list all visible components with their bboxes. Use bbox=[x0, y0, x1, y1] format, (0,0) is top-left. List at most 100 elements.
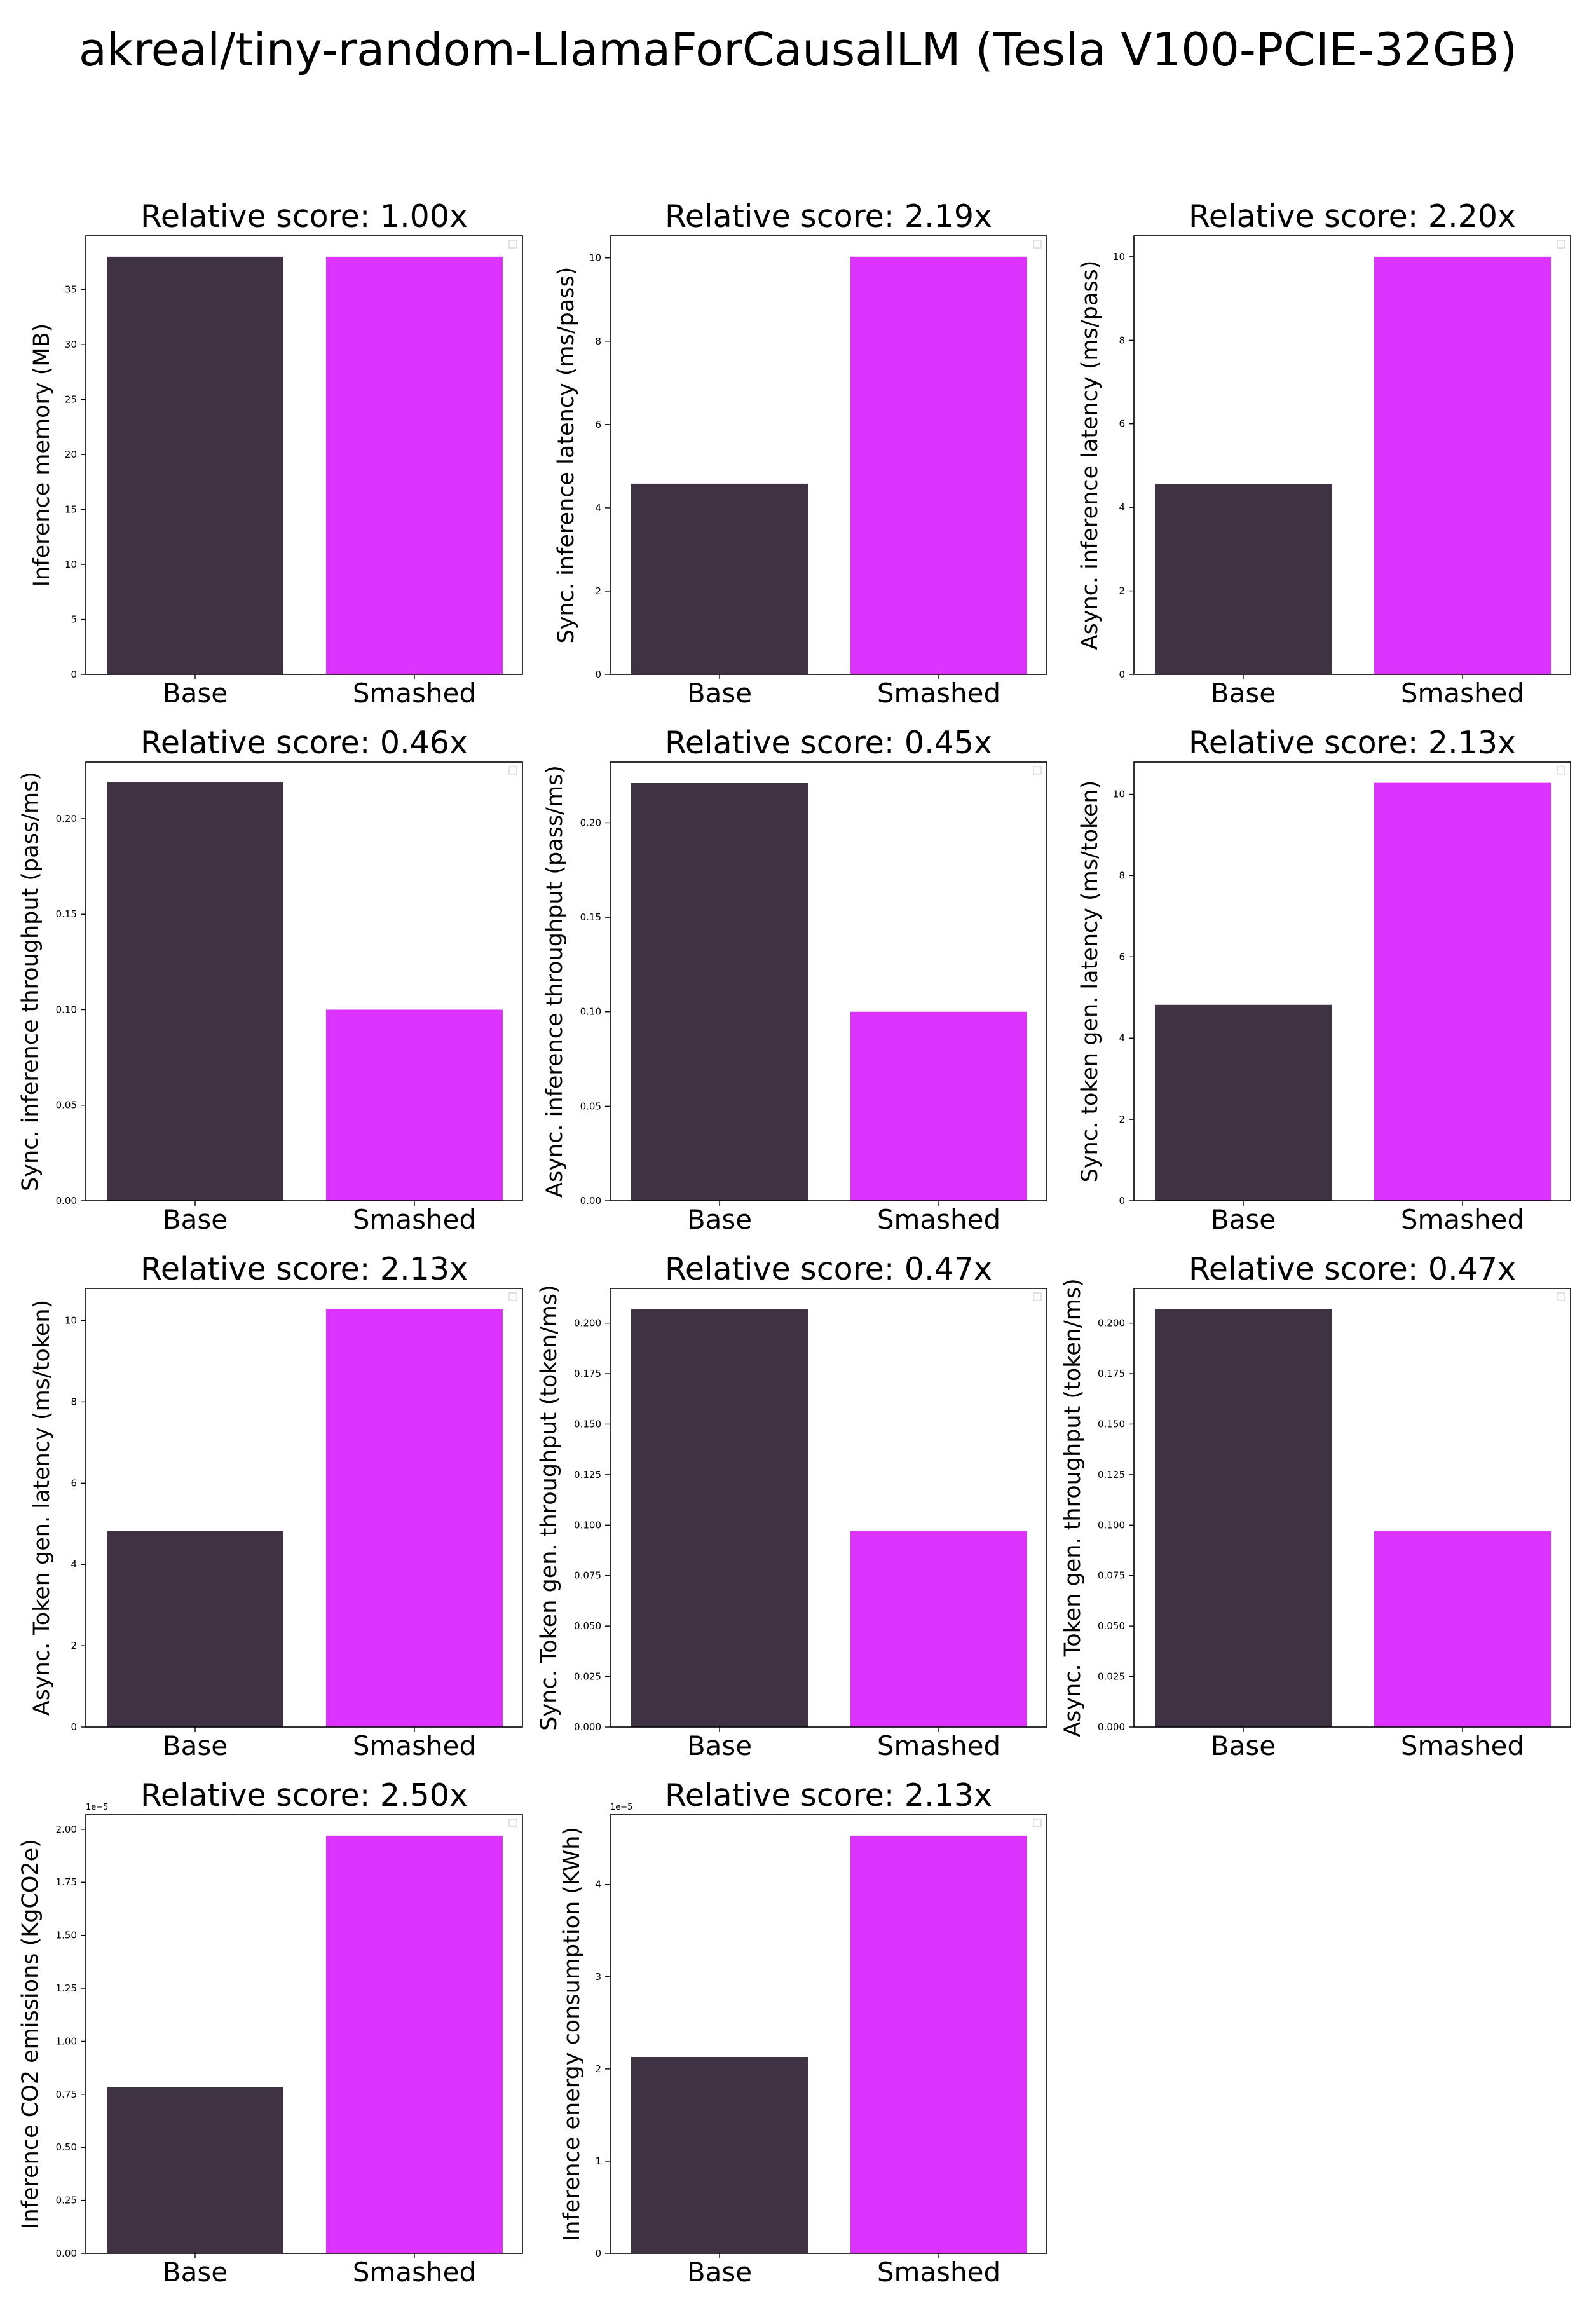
y-tick-label: 10 bbox=[65, 559, 77, 570]
y-offset-label: 1e−5 bbox=[610, 1803, 632, 1812]
chart-panel: 0.000 0.025 0.050 0.075 0.100 0.125 0.150 0.175… bbox=[531, 1244, 1047, 1765]
x-tick-label: Smashed bbox=[877, 2257, 1000, 2288]
axes-frame bbox=[1133, 1288, 1571, 1728]
x-tick-label: Smashed bbox=[877, 1204, 1000, 1235]
x-tick-label: Smashed bbox=[353, 1204, 476, 1235]
plot-area: 0.00 0.25 0.50 0.75 1.00 1.25 1.50 1.75 2.00 Base… bbox=[18, 1777, 523, 2288]
y-tick-label: 25 bbox=[65, 394, 77, 406]
x-tick-label: Smashed bbox=[353, 1730, 476, 1761]
chart-panel: 0.00 0.25 0.50 0.75 1.00 1.25 1.50 1.75 2.00 Base… bbox=[6, 1770, 523, 2291]
x-tick-label: Smashed bbox=[1401, 678, 1524, 709]
plot-area: 0 2 4 6 8 10 Base Smashed Relative score: 2.20x A… bbox=[1077, 198, 1571, 709]
plot-area: 0.00 0.05 0.10 0.15 0.20 Base Smashed Relative … bbox=[542, 725, 1047, 1235]
bar-smashed bbox=[1374, 1531, 1551, 1727]
y-tick-label: 6 bbox=[595, 419, 601, 430]
x-tick-label: Base bbox=[687, 1730, 752, 1761]
y-tick-label: 2 bbox=[595, 2063, 601, 2075]
y-tick-label: 0.15 bbox=[56, 908, 77, 920]
bar-smashed bbox=[850, 256, 1027, 674]
chart-title: Relative score: 2.13x bbox=[1189, 725, 1516, 761]
y-axis-label: Async. inference latency (ms/pass) bbox=[1077, 261, 1103, 650]
x-tick-label: Smashed bbox=[1401, 1730, 1524, 1761]
chart-panel: 0 2 4 6 8 10 Base Smashed Relative score: 2.20x A… bbox=[1054, 191, 1571, 713]
y-tick-label: 8 bbox=[1119, 334, 1125, 346]
x-tick-label: Smashed bbox=[353, 678, 476, 709]
y-tick-label: 0.100 bbox=[574, 1519, 601, 1531]
y-tick-label: 1.00 bbox=[56, 2035, 77, 2047]
x-tick-label: Base bbox=[1211, 678, 1276, 709]
chart-panel: 0.000 0.025 0.050 0.075 0.100 0.125 0.150 0.175… bbox=[1054, 1244, 1571, 1765]
axes-frame bbox=[85, 1288, 523, 1728]
y-tick-label: 1.50 bbox=[56, 1930, 77, 1941]
y-tick-label: 0.15 bbox=[580, 912, 601, 923]
y-axis-label: Sync. token gen. latency (ms/token) bbox=[1077, 781, 1103, 1183]
y-axis-label: Async. inference throughput (pass/ms) bbox=[542, 765, 568, 1198]
y-tick-label: 6 bbox=[1119, 418, 1125, 430]
plot-area: 0 5 10 15 20 25 30 35 Base Smashed Relative score:… bbox=[29, 198, 523, 709]
chart-panel: 0 2 4 6 8 10 Base Smashed Relative score: 2.19x S… bbox=[531, 191, 1047, 713]
plot-area: 0.00 0.05 0.10 0.15 0.20 Base Smashed Relative … bbox=[18, 725, 523, 1235]
bar-chart: 0.00 0.05 0.10 0.15 0.20 Base Smashed Relative … bbox=[542, 725, 1047, 1235]
bar-base bbox=[631, 483, 808, 674]
chart-title: Relative score: 2.20x bbox=[1189, 198, 1516, 235]
legend-box bbox=[508, 766, 517, 775]
legend-box bbox=[508, 1819, 517, 1827]
x-tick-label: Base bbox=[163, 1204, 228, 1235]
bar-chart: 0.00 0.05 0.10 0.15 0.20 Base Smashed Relative … bbox=[18, 725, 523, 1235]
chart-panel: 0 1 2 3 4 Base Smashed Relative score: 2.13x Inf… bbox=[531, 1770, 1047, 2291]
x-tick-label: Smashed bbox=[877, 678, 1000, 709]
y-tick-label: 0 bbox=[71, 1721, 77, 1733]
x-tick-label: Base bbox=[687, 2257, 752, 2288]
legend-box bbox=[1557, 766, 1565, 775]
y-tick-label: 4 bbox=[595, 502, 601, 514]
y-tick-label: 0.025 bbox=[574, 1671, 601, 1683]
chart-title: Relative score: 2.19x bbox=[665, 198, 992, 235]
y-tick-label: 0.175 bbox=[1098, 1368, 1125, 1379]
legend-box bbox=[1033, 1819, 1042, 1827]
bar-smashed bbox=[326, 1309, 503, 1727]
bar-chart: 0 1 2 3 4 Base Smashed Relative score: 2.13x Inf… bbox=[559, 1777, 1047, 2288]
y-tick-label: 10 bbox=[65, 1315, 77, 1327]
bar-chart: 0 2 4 6 8 10 Base Smashed Relative score: 2.19x S… bbox=[554, 198, 1047, 709]
y-tick-label: 4 bbox=[595, 1879, 601, 1890]
chart-title: Relative score: 1.00x bbox=[140, 198, 468, 235]
y-tick-label: 0.25 bbox=[56, 2195, 77, 2206]
bar-smashed bbox=[326, 1009, 503, 1201]
bar-smashed bbox=[850, 1531, 1027, 1727]
y-tick-label: 0.10 bbox=[580, 1006, 601, 1018]
plot-area: 0 2 4 6 8 10 Base Smashed Relative score: 2.13x A… bbox=[29, 1251, 523, 1761]
y-tick-label: 0 bbox=[71, 669, 77, 680]
y-tick-label: 0.000 bbox=[1098, 1721, 1125, 1733]
bar-smashed bbox=[1374, 256, 1551, 674]
y-tick-label: 0.20 bbox=[580, 817, 601, 828]
y-axis-label: Inference energy consumption (KWh) bbox=[559, 1827, 585, 2241]
y-offset-label: 1e−5 bbox=[86, 1803, 108, 1812]
bar-chart: 0.000 0.025 0.050 0.075 0.100 0.125 0.150 0.175… bbox=[536, 1251, 1047, 1761]
bar-base bbox=[107, 256, 283, 674]
y-tick-label: 0 bbox=[595, 2248, 601, 2259]
y-tick-label: 0.10 bbox=[56, 1004, 77, 1015]
x-tick-label: Base bbox=[163, 1730, 228, 1761]
chart-panel: 0.00 0.05 0.10 0.15 0.20 Base Smashed Relative … bbox=[6, 718, 523, 1239]
y-tick-label: 35 bbox=[65, 284, 77, 296]
y-tick-label: 0.00 bbox=[56, 2248, 77, 2259]
y-tick-label: 2.00 bbox=[56, 1824, 77, 1835]
bar-chart: 0 2 4 6 8 10 Base Smashed Relative score: 2.13x S… bbox=[1077, 725, 1571, 1235]
y-tick-label: 0.000 bbox=[574, 1721, 601, 1733]
y-tick-label: 1.75 bbox=[56, 1876, 77, 1888]
x-tick-label: Base bbox=[1211, 1204, 1276, 1235]
y-tick-label: 15 bbox=[65, 504, 77, 516]
y-tick-label: 4 bbox=[1119, 502, 1125, 513]
bar-smashed bbox=[1374, 782, 1551, 1201]
x-tick-label: Base bbox=[687, 678, 752, 709]
bar-smashed bbox=[850, 1835, 1027, 2253]
bar-chart: 0 2 4 6 8 10 Base Smashed Relative score: 2.13x A… bbox=[29, 1251, 523, 1761]
y-tick-label: 5 bbox=[71, 614, 77, 625]
bar-base bbox=[631, 1309, 808, 1727]
bar-chart: 0 2 4 6 8 10 Base Smashed Relative score: 2.20x A… bbox=[1077, 198, 1571, 709]
y-tick-label: 10 bbox=[1113, 251, 1125, 263]
axes-frame bbox=[1133, 235, 1571, 675]
y-tick-label: 0.50 bbox=[56, 2141, 77, 2153]
bar-base bbox=[1155, 1004, 1332, 1201]
